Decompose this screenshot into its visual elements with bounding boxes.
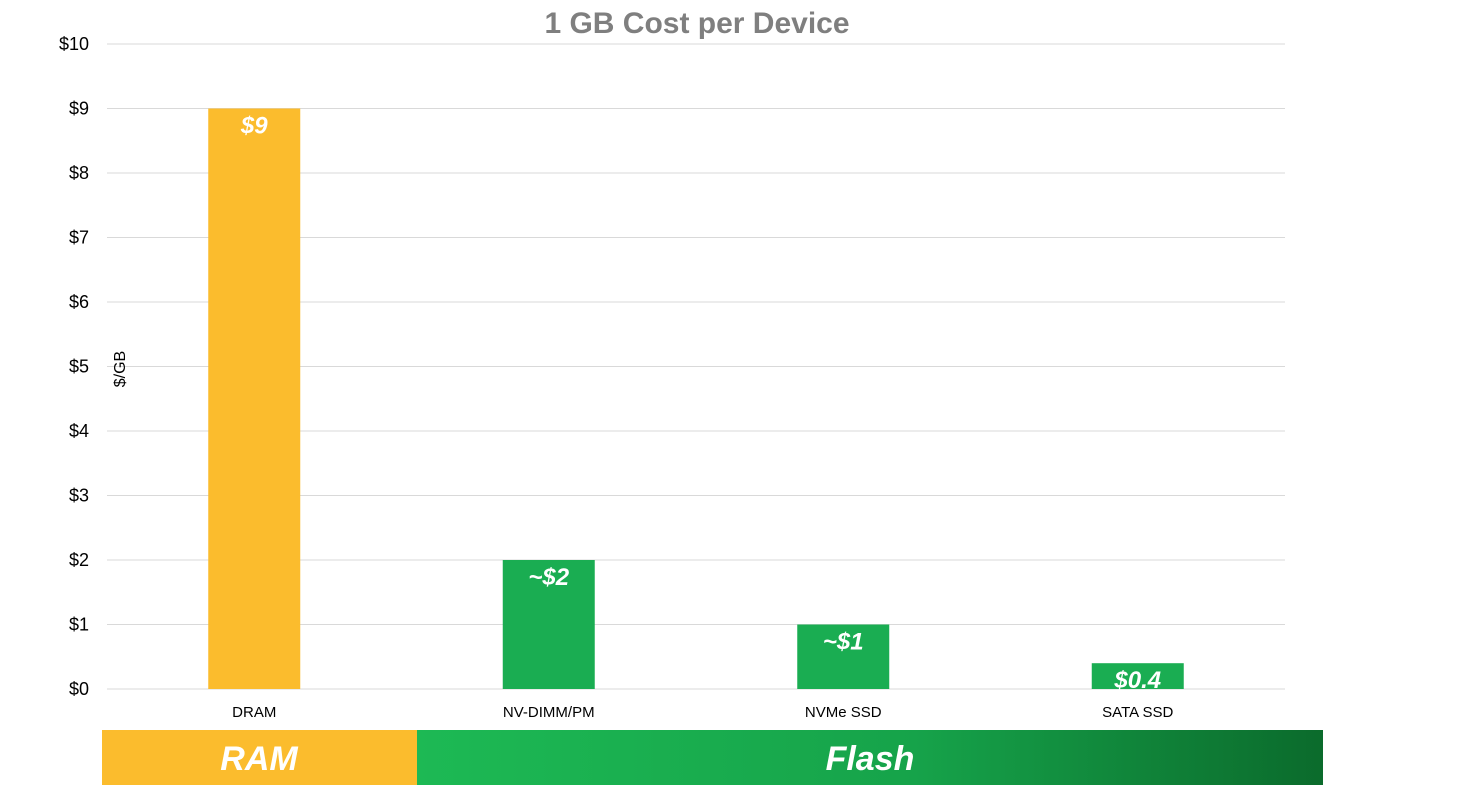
y-tick-label: $5 bbox=[69, 357, 89, 377]
y-tick-label: $3 bbox=[69, 486, 89, 506]
y-axis-ticks: $0 $1 $2 $3 $4 $5 $6 $7 $8 $9 $10 bbox=[59, 34, 89, 699]
gridlines bbox=[107, 43, 1285, 690]
y-tick-label: $9 bbox=[69, 99, 89, 119]
ram-band bbox=[102, 730, 417, 785]
category-band-flash: Flash bbox=[417, 730, 1323, 785]
y-tick-label: $1 bbox=[69, 615, 89, 635]
flash-band-label: Flash bbox=[826, 740, 915, 778]
bar-nv-dimm-pm bbox=[502, 560, 595, 689]
y-tick-label: $6 bbox=[69, 292, 89, 312]
bar-sata-ssd bbox=[1091, 663, 1184, 689]
data-label: $0.4 bbox=[1113, 667, 1161, 694]
y-tick-label: $0 bbox=[69, 679, 89, 699]
y-tick-label: $4 bbox=[69, 421, 89, 441]
y-tick-label: $7 bbox=[69, 228, 89, 248]
data-label: ~$1 bbox=[823, 629, 864, 656]
x-axis-ticks: DRAM NV-DIMM/PM NVMe SSD SATA SSD bbox=[232, 704, 1173, 721]
chart-title: 1 GB Cost per Device bbox=[544, 7, 849, 40]
data-label: $9 bbox=[240, 113, 268, 140]
bar-dram bbox=[208, 108, 301, 689]
x-tick-label: NVMe SSD bbox=[805, 704, 882, 721]
x-tick-label: NV-DIMM/PM bbox=[503, 704, 595, 721]
data-label: ~$2 bbox=[528, 564, 569, 591]
y-tick-label: $10 bbox=[59, 34, 89, 54]
y-tick-label: $8 bbox=[69, 163, 89, 183]
x-tick-label: DRAM bbox=[232, 704, 276, 721]
y-axis-label: $/GB bbox=[112, 351, 129, 387]
x-tick-label: SATA SSD bbox=[1102, 704, 1173, 721]
bars: $9 ~$2 ~$1 $0.4 bbox=[208, 108, 1184, 694]
y-tick-label: $2 bbox=[69, 550, 89, 570]
flash-band bbox=[417, 730, 1323, 785]
ram-band-label: RAM bbox=[220, 740, 298, 778]
bar-nvme-ssd bbox=[797, 624, 890, 689]
category-band-ram: RAM bbox=[102, 730, 417, 785]
